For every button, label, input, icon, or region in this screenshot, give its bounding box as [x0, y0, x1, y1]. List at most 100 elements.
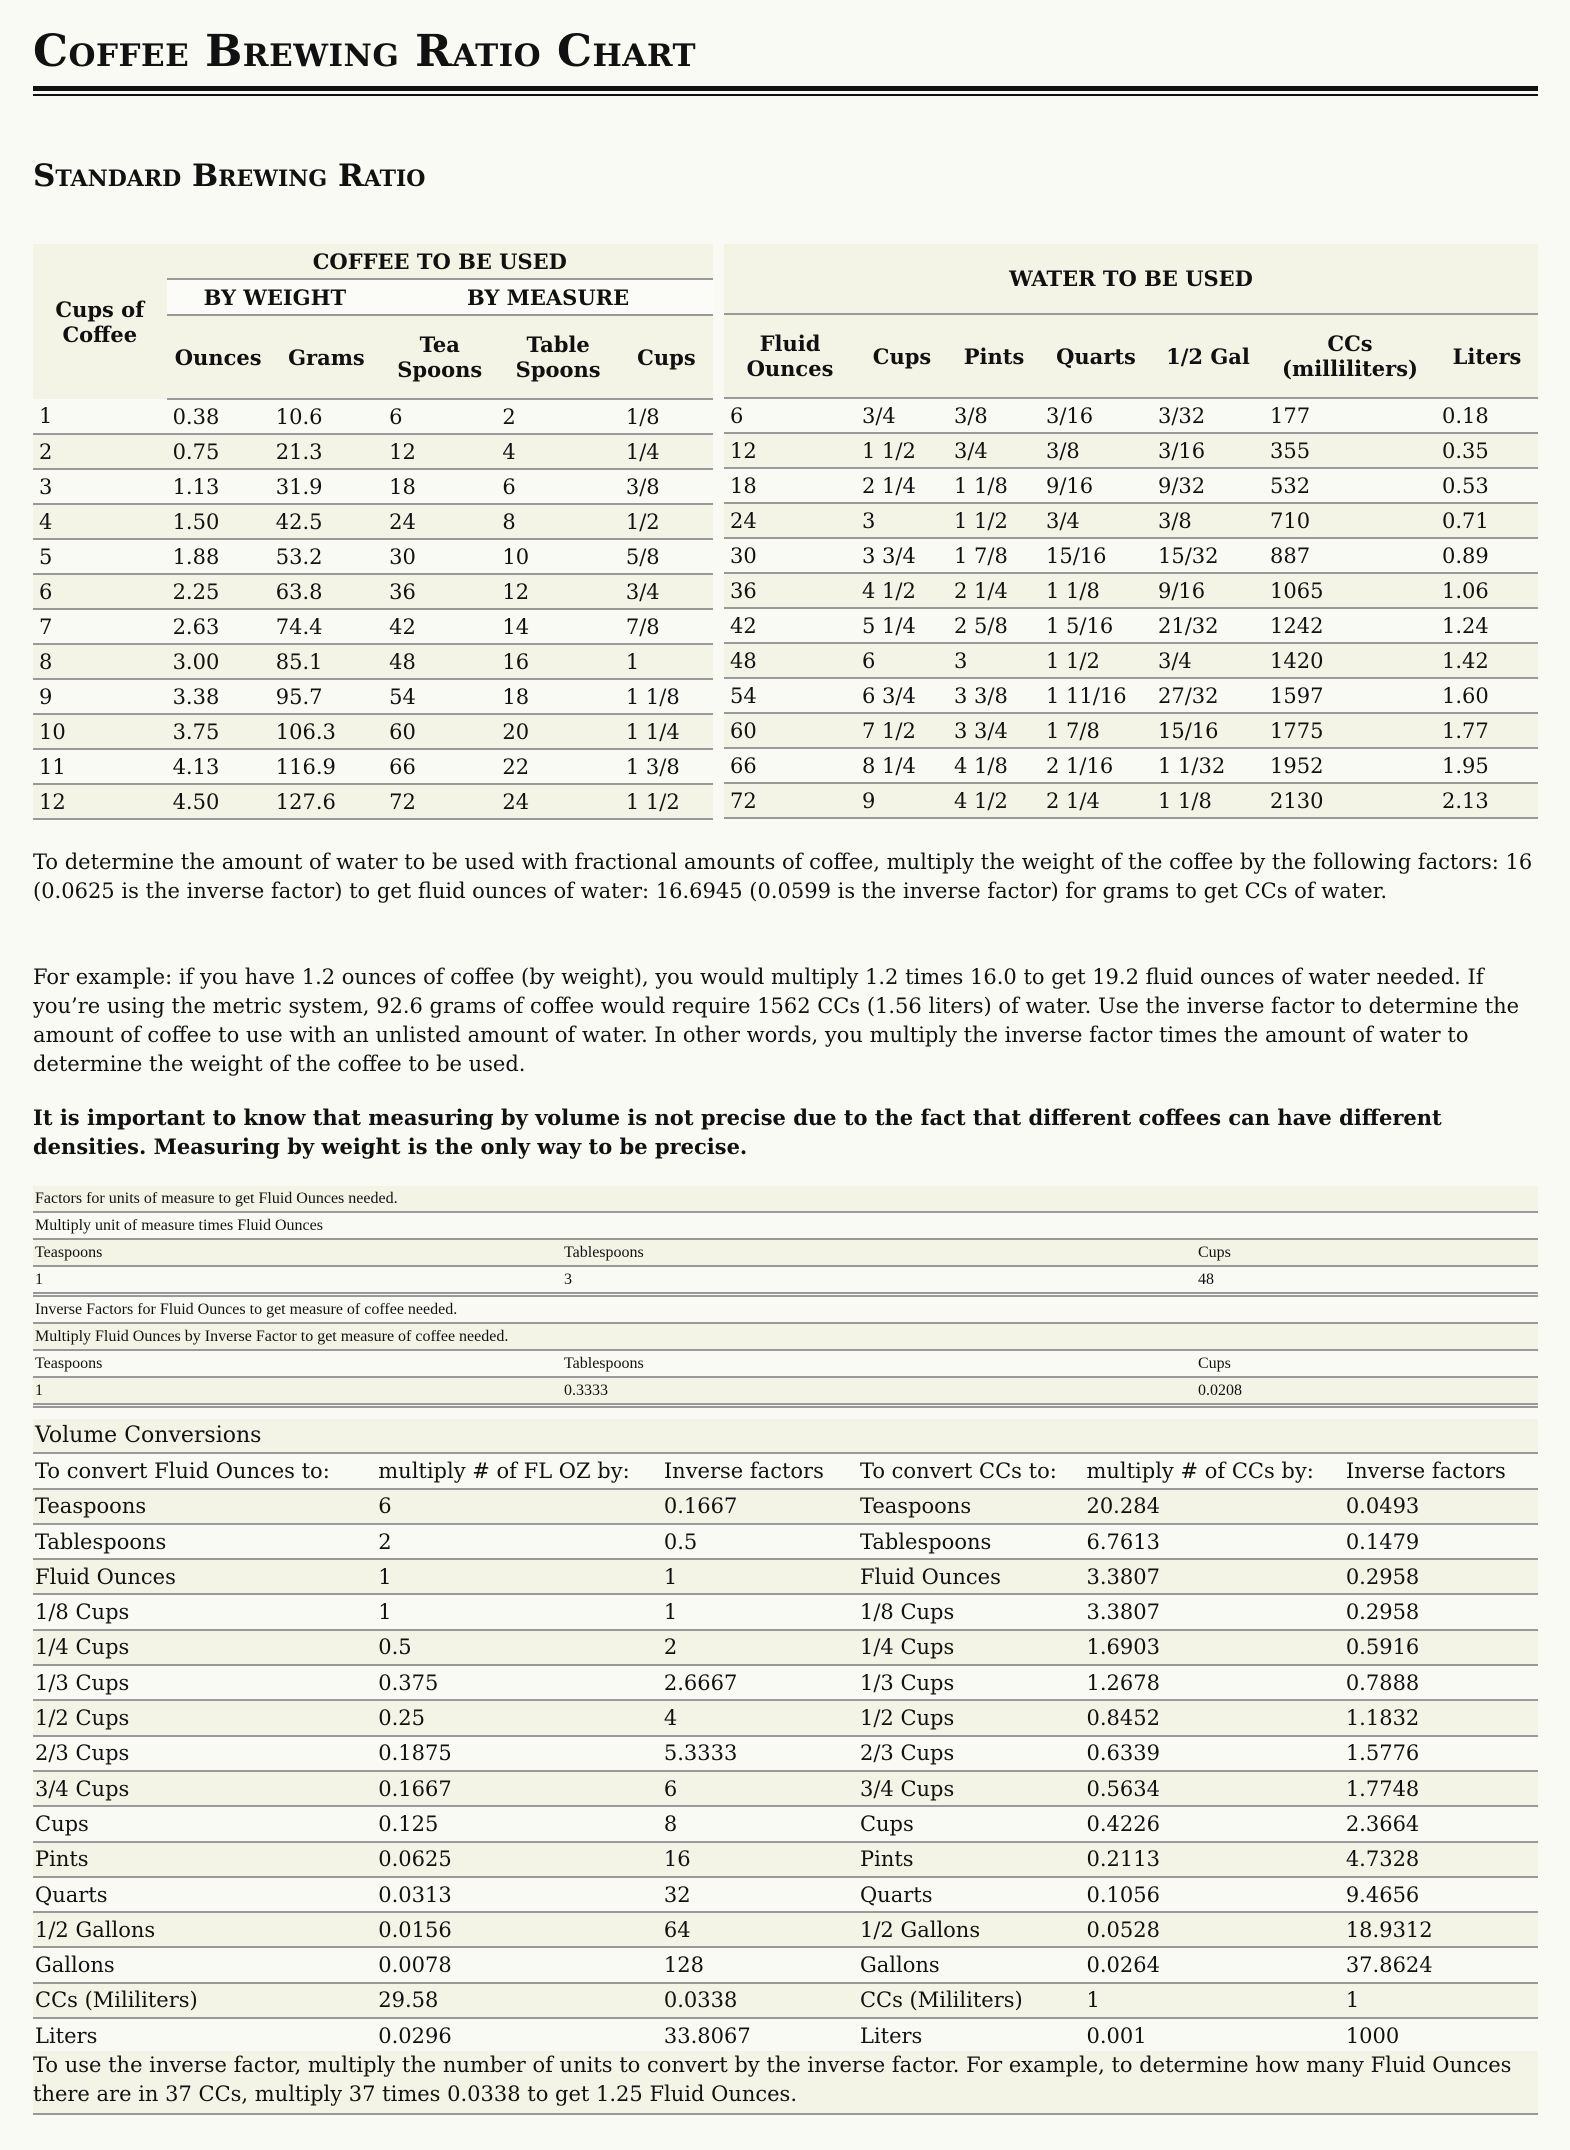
- column-header: To convert Fluid Ounces to:: [33, 1453, 377, 1490]
- table-cell: 0.001: [1084, 2018, 1344, 2055]
- table-cell: 15/16: [1152, 713, 1264, 749]
- table-cell: 2/3 Cups: [33, 1735, 377, 1772]
- table-cell: 3/4: [948, 433, 1040, 469]
- table-cell: 6: [496, 469, 620, 505]
- column-header: multiply # of FL OZ by:: [376, 1453, 662, 1490]
- table-cell: 1.24: [1436, 608, 1538, 644]
- table-cell: 24: [724, 503, 856, 539]
- table-cell: 6 3/4: [856, 678, 948, 714]
- table-cell: 1 1/8: [1152, 783, 1264, 819]
- table-cell: 1.06: [1436, 573, 1538, 609]
- table-cell: 2 1/4: [948, 573, 1040, 609]
- table-cell: 32: [661, 1876, 858, 1914]
- table-cell: 3/4: [1152, 643, 1264, 679]
- table-cell: 60: [383, 714, 497, 750]
- column-header: CCs (milliliters): [1264, 314, 1436, 399]
- table-cell: 36: [383, 574, 497, 610]
- column-header: Table Spoons: [496, 315, 620, 400]
- table-cell: 18.9312: [1343, 1912, 1538, 1949]
- table-cell: 0.0264: [1084, 1947, 1344, 1984]
- table-cell: 0.89: [1436, 538, 1538, 574]
- table-row: 11 4.13 116.9 66 22 1 3/8: [33, 749, 713, 785]
- table-cell: 3.38: [166, 679, 270, 715]
- table-cell: 1: [33, 399, 167, 435]
- table-cell: 15/32: [1152, 538, 1264, 574]
- table-cell: 1 1/2: [619, 784, 713, 820]
- table-row: 66 8 1/4 4 1/8 2 1/16 1 1/32 1952 1.95: [724, 748, 1538, 784]
- paragraph-important: It is important to know that measuring b…: [33, 1105, 1442, 1159]
- table-cell: 95.7: [269, 679, 384, 715]
- table-cell: 3 3/8: [948, 678, 1040, 714]
- table-cell: 1.60: [1436, 678, 1538, 714]
- table-cell: 1065: [1264, 573, 1436, 609]
- table-cell: 1 1/4: [619, 714, 713, 750]
- table-cell: 1775: [1264, 713, 1436, 749]
- table-cell: Fluid Ounces: [857, 1559, 1085, 1596]
- table-row: 24 3 1 1/2 3/4 3/8 710 0.71: [724, 503, 1538, 539]
- inverse-value: 1: [33, 1377, 562, 1408]
- table-row: 1 0.38 10.6 6 2 1/8: [33, 399, 713, 435]
- table-cell: 6: [856, 643, 948, 679]
- table-cell: 5/8: [619, 539, 713, 575]
- table-cell: 532: [1264, 468, 1436, 504]
- table-cell: 2.25: [166, 574, 270, 610]
- table-row: 42 5 1/4 2 5/8 1 5/16 21/32 1242 1.24: [724, 608, 1538, 644]
- paragraph-example: For example: if you have 1.2 ounces of c…: [33, 965, 1520, 1076]
- table-cell: 3.3807: [1084, 1594, 1344, 1631]
- table-row: Cups 0.125 8 Cups 0.4226 2.3664: [33, 1806, 1538, 1843]
- title-rule-thin: [33, 94, 1538, 96]
- table-cell: 0.0313: [376, 1876, 662, 1914]
- table-cell: 0.5: [376, 1629, 662, 1667]
- table-cell: 20.284: [1084, 1488, 1344, 1525]
- table-cell: 1/3 Cups: [33, 1665, 377, 1702]
- table-cell: 0.0296: [376, 2018, 662, 2055]
- table-cell: 0.1667: [661, 1488, 858, 1525]
- table-cell: 1: [661, 1559, 858, 1596]
- table-cell: Tablespoons: [33, 1523, 377, 1561]
- table-cell: 1242: [1264, 608, 1436, 644]
- table-cell: 1: [619, 644, 713, 680]
- factors-value: 3: [562, 1266, 1196, 1297]
- table-cell: 2 1/4: [1040, 783, 1152, 819]
- table-cell: 3/8: [619, 469, 713, 505]
- table-cell: 0.1056: [1084, 1876, 1344, 1914]
- table-cell: 116.9: [269, 749, 384, 785]
- table-cell: 8: [33, 644, 167, 680]
- table-cell: 1: [1343, 1982, 1538, 2020]
- table-cell: 2: [376, 1523, 662, 1561]
- table-cell: 6: [33, 574, 167, 610]
- table-row: 6 2.25 63.8 36 12 3/4: [33, 574, 713, 610]
- table-cell: 4.50: [166, 784, 270, 820]
- inverse-head: Teaspoons: [33, 1350, 562, 1378]
- table-cell: 20: [496, 714, 620, 750]
- table-cell: 12: [33, 784, 167, 820]
- table-cell: 0.0078: [376, 1947, 662, 1984]
- table-cell: 0.0625: [376, 1841, 662, 1878]
- table-row: 3/4 Cups 0.1667 6 3/4 Cups 0.5634 1.7748: [33, 1770, 1538, 1808]
- table-cell: 2: [496, 399, 620, 435]
- table-cell: 14: [496, 609, 620, 645]
- table-cell: 0.0493: [1343, 1488, 1538, 1525]
- table-cell: 16: [496, 644, 620, 680]
- table-cell: 31.9: [269, 469, 384, 505]
- table-cell: 11: [33, 749, 167, 785]
- table-cell: 10.6: [269, 399, 384, 435]
- table-cell: 10: [496, 539, 620, 575]
- factors-value: 48: [1196, 1266, 1538, 1297]
- table-cell: 3/8: [948, 398, 1040, 434]
- table-cell: 1 1/8: [619, 679, 713, 715]
- table-cell: 21.3: [269, 434, 384, 470]
- table-cell: 33.8067: [661, 2018, 858, 2055]
- table-cell: 4.13: [166, 749, 270, 785]
- table-cell: 0.2958: [1343, 1594, 1538, 1631]
- table-row: 1/8 Cups 1 1 1/8 Cups 3.3807 0.2958: [33, 1594, 1538, 1631]
- column-header: Inverse factors: [1343, 1453, 1538, 1490]
- table-cell: 177: [1264, 398, 1436, 434]
- table-cell: 1.7748: [1343, 1770, 1538, 1808]
- column-header: Quarts: [1040, 314, 1152, 399]
- table-cell: 42: [383, 609, 497, 645]
- table-cell: 3/16: [1152, 433, 1264, 469]
- table-row: 2 0.75 21.3 12 4 1/4: [33, 434, 713, 470]
- table-cell: 72: [383, 784, 497, 820]
- table-row: Pints 0.0625 16 Pints 0.2113 4.7328: [33, 1841, 1538, 1878]
